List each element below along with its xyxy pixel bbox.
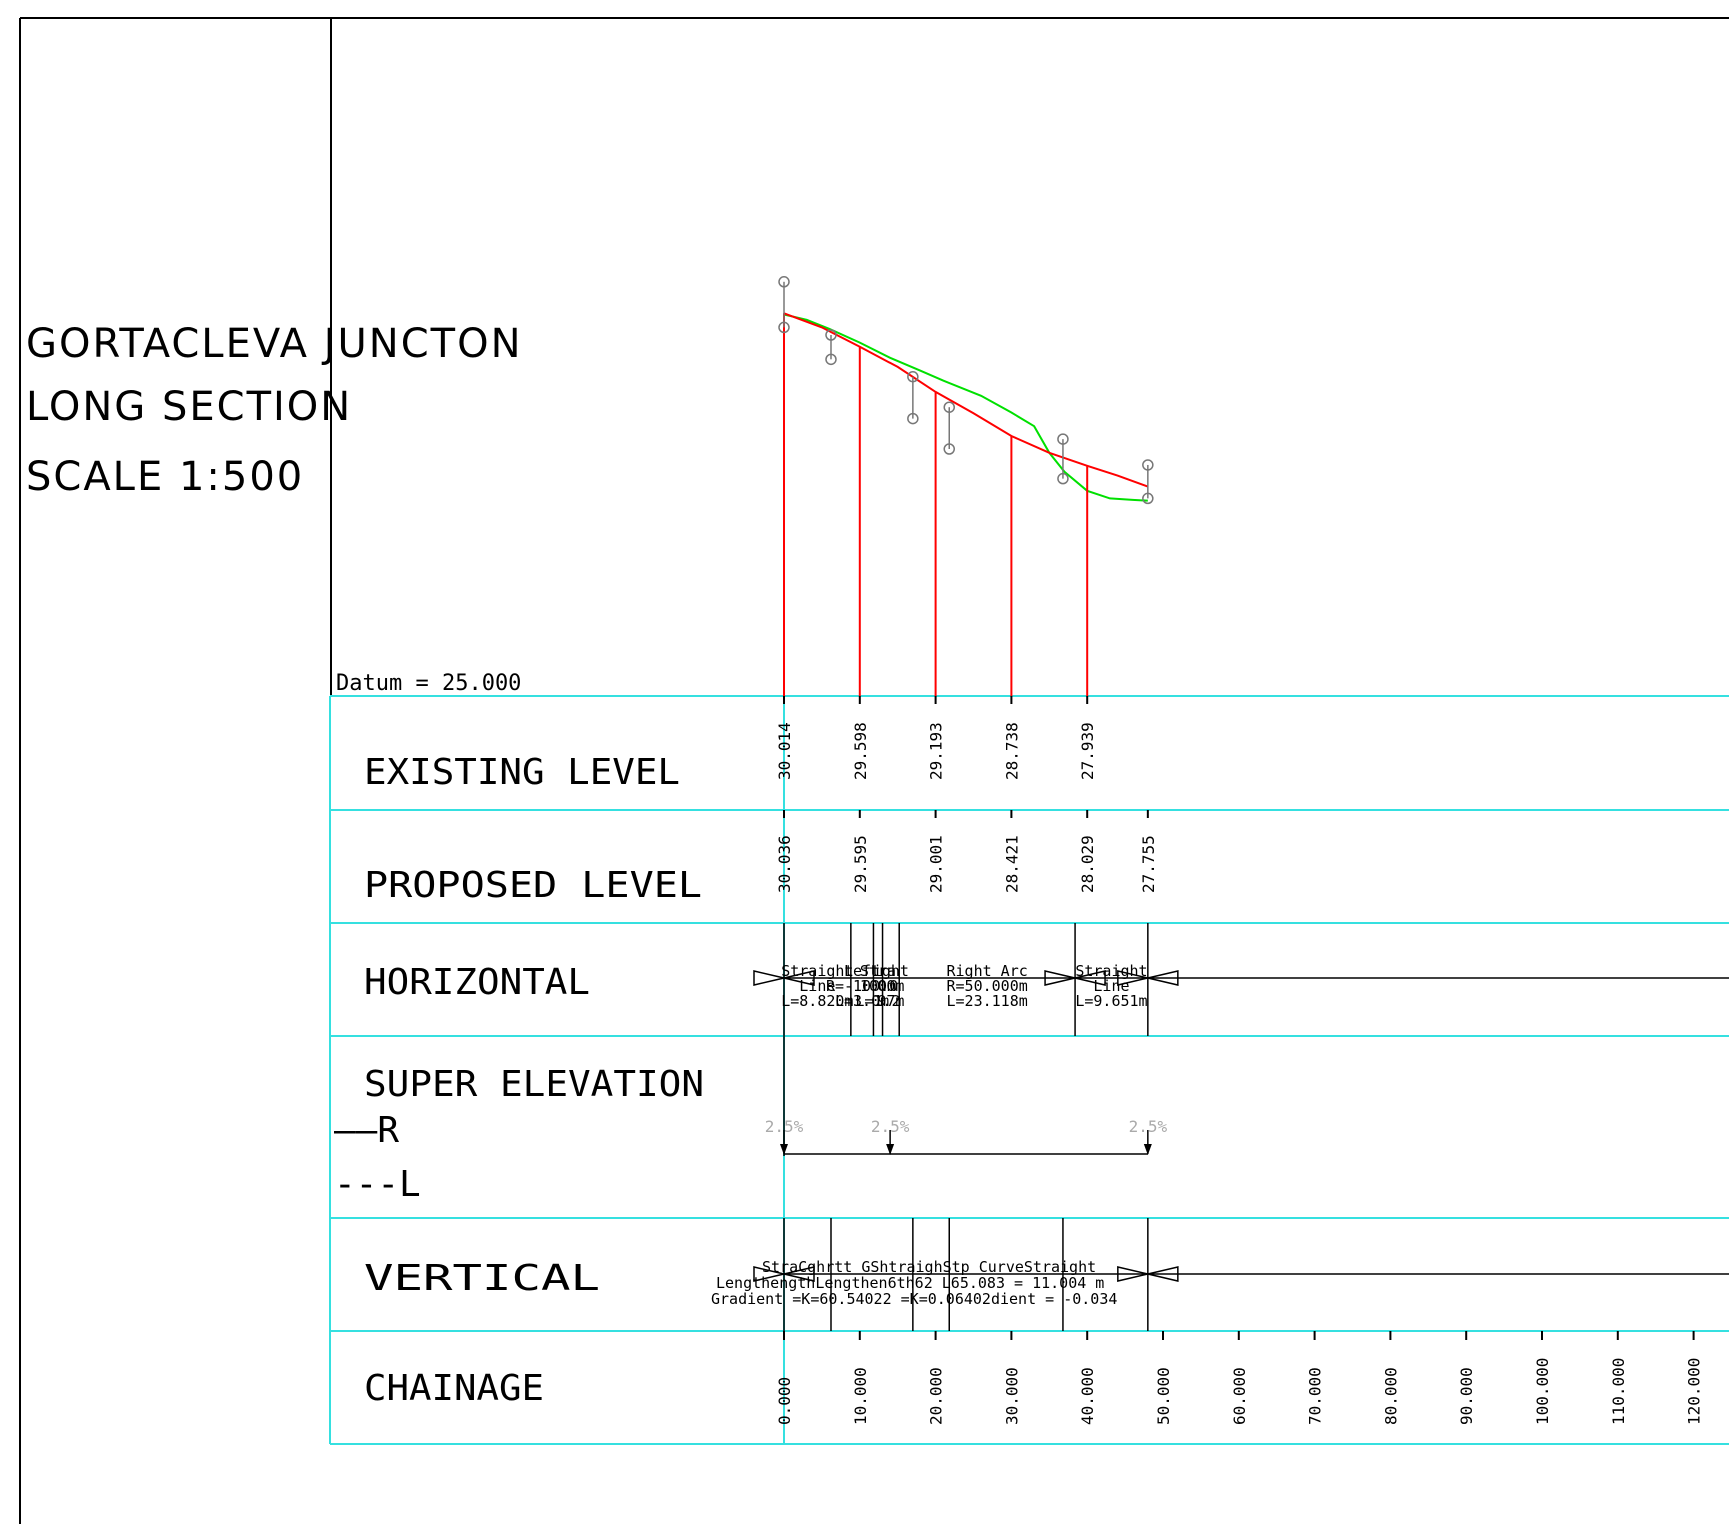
super-elevation-value: 2.5% [871, 1117, 910, 1136]
vertical-ip-marker-bottom [1057, 472, 1069, 485]
super-elevation-value: 2.5% [1129, 1117, 1168, 1136]
vertical-arrow-marker [1147, 1266, 1179, 1282]
chainage-value: 20.000 [927, 1367, 946, 1425]
row-label-vertical: VERTICAL [364, 1258, 600, 1299]
horizontal-element-label: Line [799, 977, 835, 995]
horizontal-element-label: L=9.651m [1075, 992, 1147, 1010]
vertical-arrow-marker [753, 1266, 785, 1282]
horizontal-arrow-marker [753, 970, 785, 986]
horizontal-element-label: Line [1093, 977, 1129, 995]
horizontal-element-label: L=3.0m [835, 992, 889, 1010]
chainage-value: 30.000 [1002, 1367, 1021, 1425]
horizontal-element-label: 97m [877, 992, 904, 1010]
chainage-value: 60.000 [1230, 1367, 1249, 1425]
chainage-value: 50.000 [1154, 1367, 1173, 1425]
vertical-ip-marker-top [1057, 433, 1069, 445]
horizontal-element-label: R=-100.0 [826, 977, 898, 995]
vertical-arrow-marker [1117, 1266, 1149, 1282]
vertical-ip-marker-bottom [778, 321, 790, 334]
vertical-ip-marker-bottom [1142, 492, 1154, 505]
vertical-ip-marker-top [825, 329, 837, 341]
horizontal-element-label: Right Arc [947, 962, 1028, 980]
vertical-ip-marker-top [1142, 459, 1154, 471]
vertical-ip-marker-bottom [825, 353, 837, 366]
super-elevation-arrow-head [780, 1144, 788, 1155]
vertical-ip-marker-bottom [907, 412, 919, 425]
chainage-value: 90.000 [1457, 1367, 1476, 1425]
super-elevation-arrow-head [886, 1144, 895, 1155]
existing-ground-line [783, 313, 1148, 502]
existing-level-value: 28.738 [1002, 722, 1021, 780]
super-elevation-arrow-head [1143, 1144, 1152, 1155]
vertical-element-text-2: LengthengthLengthen6th62 L65.083 = 11.00… [716, 1274, 1104, 1292]
legend-left-line: ---L [334, 1164, 421, 1205]
proposed-level-value: 30.036 [775, 835, 794, 893]
horizontal-arrow-marker [1147, 970, 1179, 986]
chainage-value: 100.000 [1533, 1358, 1552, 1425]
proposed-level-value: 28.029 [1078, 835, 1097, 893]
vertical-ip-marker-top [907, 371, 919, 383]
horizontal-element-label: 00m [877, 977, 904, 995]
chainage-value: 10.000 [851, 1367, 870, 1425]
drawing-subtitle: LONG SECTION [26, 384, 352, 430]
drawing-title: GORTACLEVA JUNCTON [26, 321, 523, 367]
row-label-chainage: CHAINAGE [364, 1368, 544, 1409]
chainage-value: 0.000 [775, 1377, 794, 1425]
existing-level-value: 30.014 [775, 722, 794, 780]
chainage-value: 80.000 [1381, 1367, 1400, 1425]
horizontal-arrow-marker [783, 970, 815, 986]
proposed-level-values: 30.036 29.595 29.001 28.421 28.029 27.755 [775, 810, 1158, 893]
row-label-existing-level: EXISTING LEVEL [364, 752, 680, 793]
horizontal-element-label: 100m [860, 977, 896, 995]
existing-level-value: 29.598 [851, 722, 870, 780]
horizontal-arrow-marker [1074, 970, 1106, 986]
chainage-band: 0.000 10.000 20.000 30.000 40.000 50.000 60.00… [775, 1331, 1704, 1425]
horizontal-element-label: ight [873, 962, 909, 980]
horizontal-alignment-band: StraightLineL=8.820mLeftR=-100.0L=3.0mSt… [753, 923, 1729, 1036]
horizontal-element-label: Straight [781, 962, 853, 980]
horizontal-element-label: L=1.2 [855, 992, 900, 1010]
band-table-grid [329, 695, 1729, 1445]
proposed-level-value: 29.595 [851, 835, 870, 893]
vertical-element-text-1: StraCghrtt GShtraighStp CurveStraight [762, 1258, 1096, 1276]
drawing-frame [19, 17, 1729, 1524]
vertical-arrow-marker [783, 1266, 815, 1282]
chainage-value: 110.000 [1609, 1358, 1628, 1425]
horizontal-arrow-marker [1044, 970, 1076, 986]
chainage-value: 40.000 [1078, 1367, 1097, 1425]
vertical-ip-marker-bottom [943, 443, 955, 455]
horizontal-element-label: R=50.000m [947, 977, 1028, 995]
chainage-value: 120.000 [1685, 1358, 1704, 1425]
horizontal-element-label: L=8.820m [781, 992, 853, 1010]
proposed-level-line [783, 312, 1149, 488]
super-elevation-value: 2.5% [765, 1117, 804, 1136]
vertical-ip-marker-top [778, 276, 790, 288]
legend-right-line: ——R [334, 1110, 399, 1151]
profile-graph [778, 276, 1154, 696]
existing-level-values: 30.014 29.598 29.193 28.738 27.939 [775, 696, 1097, 780]
super-elevation-band: 2.5% 2.5% 2.5% [765, 1036, 1168, 1156]
vertical-element-text-3: Gradient =K=60.54022 =K=0.06402dient = -… [711, 1290, 1117, 1308]
horizontal-element-label: L=23.118m [947, 992, 1028, 1010]
existing-level-value: 29.193 [927, 722, 946, 780]
existing-level-value: 27.939 [1078, 722, 1097, 780]
row-label-horizontal: HORIZONTAL [364, 962, 590, 1003]
vertical-ip-marker-top [943, 401, 955, 413]
proposed-level-value: 28.421 [1002, 835, 1021, 893]
horizontal-element-label: Stra [860, 962, 896, 980]
proposed-level-value: 27.755 [1139, 835, 1158, 893]
row-label-super-elevation: SUPER ELEVATION [364, 1064, 704, 1105]
chainage-value: 70.000 [1306, 1367, 1325, 1425]
proposed-level-value: 29.001 [927, 835, 946, 893]
row-label-proposed-level: PROPOSED LEVEL [364, 865, 702, 906]
vertical-alignment-band: StraCghrtt GShtraighStp CurveStraight Le… [711, 1218, 1729, 1331]
horizontal-arrow-marker [1117, 970, 1149, 986]
horizontal-element-label: Left [844, 962, 880, 980]
datum-label: Datum = 25.000 [336, 671, 521, 696]
drawing-scale: SCALE 1:500 [26, 454, 304, 500]
horizontal-element-label: Straight [1075, 962, 1147, 980]
